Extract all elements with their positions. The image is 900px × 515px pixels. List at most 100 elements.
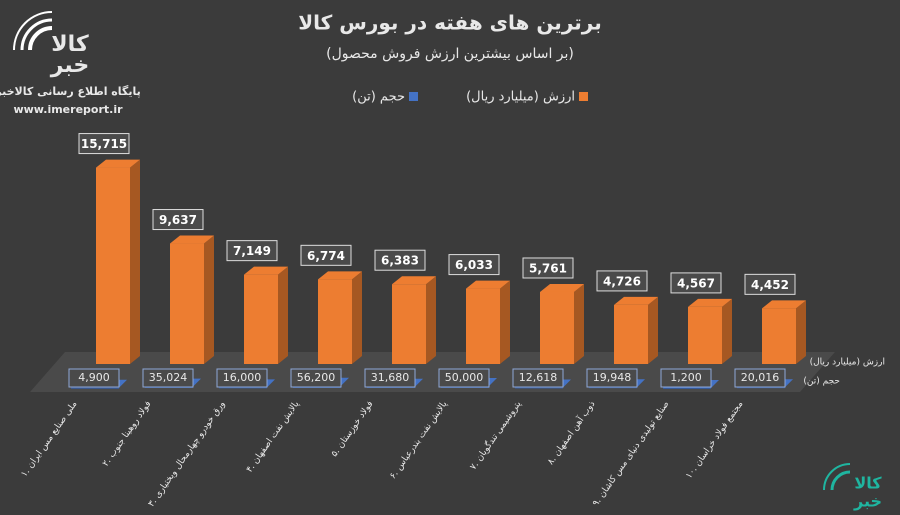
- data-label: 5,761: [529, 261, 567, 275]
- label-box: [68, 368, 120, 388]
- bar-front: [762, 308, 796, 364]
- data-label: 6,774: [307, 249, 345, 263]
- bar-front: [170, 243, 204, 364]
- bar-front: [737, 387, 785, 389]
- label-box: [152, 209, 204, 231]
- bar-top: [318, 271, 362, 280]
- data-label: 56,200: [297, 371, 336, 384]
- label-box: [596, 270, 648, 292]
- bar-side: [796, 300, 806, 364]
- bar: [688, 298, 732, 364]
- logo-url: www.imereport.ir: [13, 103, 123, 116]
- data-label: 35,024: [149, 371, 188, 384]
- x-tick-label: ۲. فولاد روهینا جنوب: [101, 399, 154, 468]
- bar-front: [318, 279, 352, 364]
- bar: [318, 271, 362, 364]
- label-box: [290, 368, 342, 388]
- bar-top: [170, 235, 214, 244]
- label-box: [438, 368, 490, 388]
- label-box: [522, 257, 574, 279]
- x-tick-label: ۶. پالایش نفت بندرعباس: [388, 399, 450, 481]
- data-label: 4,567: [677, 276, 715, 290]
- label-box: [216, 368, 268, 388]
- x-tick-label: ۷. پتروشیمی تندگویان: [467, 398, 524, 472]
- bar-top: [540, 283, 584, 292]
- legend-label: ارزش (میلیارد ریال): [466, 90, 575, 105]
- data-label: 9,637: [159, 213, 197, 227]
- logo: کالا خبر پایگاه اطلاع رسانی کالاخبر www.…: [0, 11, 141, 116]
- data-label: 15,715: [81, 137, 127, 151]
- x-tick-label: ۵. فولاد خوزستان: [330, 399, 376, 459]
- bar-front: [244, 274, 278, 364]
- legend-swatch: [579, 92, 588, 101]
- bar-front: [663, 387, 711, 389]
- bar-side: [648, 296, 658, 364]
- bar: [762, 300, 806, 364]
- bar-front: [614, 304, 648, 364]
- chart-subtitle: (بر اساس بیشترین ارزش فروش محصول): [326, 46, 574, 62]
- bar-front: [71, 387, 119, 389]
- bar: [540, 283, 584, 364]
- bar: [96, 159, 140, 364]
- bar-side: [426, 276, 436, 364]
- label-box: [586, 368, 638, 388]
- bar: [392, 276, 436, 364]
- bar-top: [244, 266, 288, 275]
- bar-front: [96, 167, 130, 364]
- legend-swatch: [409, 92, 418, 101]
- x-tick-label: ۳. ورق خودرو چهارمحال وبختیاری: [147, 399, 228, 508]
- logo-text: کالا: [51, 32, 89, 57]
- label-box: [374, 249, 426, 271]
- logo-arc: [823, 463, 851, 491]
- label-box: [660, 368, 712, 388]
- bar-top: [392, 276, 436, 285]
- chart-title: برترین های هفته در بورس کالا: [298, 11, 601, 35]
- data-label: 12,618: [519, 371, 558, 384]
- label-box: [670, 272, 722, 294]
- bar-top: [614, 296, 658, 305]
- logo-arc: [13, 11, 53, 51]
- bar-top: [466, 280, 510, 289]
- bar-top: [688, 298, 732, 307]
- logo-arc: [20, 18, 53, 51]
- bar-side: [722, 298, 732, 364]
- bar-side: [130, 159, 140, 364]
- bar-side: [204, 235, 214, 364]
- x-tick-label: ۸. ذوب آهن اصفهان: [544, 398, 597, 467]
- label-box: [448, 254, 500, 276]
- data-label: 31,680: [371, 371, 410, 384]
- label-box: [734, 368, 786, 388]
- label-box: [300, 244, 352, 266]
- logo-caption: پایگاه اطلاع رسانی کالاخبر: [0, 85, 141, 98]
- x-tick-label: ۱۰. مجتمع فولاد خراسان: [684, 399, 745, 481]
- bar-top: [96, 159, 140, 168]
- bar-front: [392, 284, 426, 364]
- bar-side: [352, 271, 362, 364]
- x-tick-label: ۹. صنایع تولیدی دنیای مس کاشان: [591, 399, 671, 508]
- x-tick-label: ۴. پالایش نفت اصفهان: [245, 399, 302, 475]
- bar-front: [589, 387, 637, 389]
- bar: [170, 235, 214, 364]
- bar: [614, 296, 658, 364]
- bar-front: [466, 288, 500, 364]
- data-label: 4,452: [751, 278, 789, 292]
- data-label: 7,149: [233, 244, 271, 258]
- data-label: 4,726: [603, 274, 641, 288]
- label-box: [78, 133, 130, 155]
- logo-text: کالا: [854, 474, 882, 493]
- data-label: 1,200: [670, 371, 702, 384]
- logo-arc: [28, 26, 53, 51]
- label-box: [512, 368, 564, 388]
- legend-label: حجم (تن): [352, 90, 405, 105]
- data-label: 6,033: [455, 258, 493, 272]
- data-label: 4,900: [78, 371, 110, 384]
- x-tick-label: ۱. ملی صنایع مس ایران: [20, 399, 80, 479]
- row-label: حجم (تن): [803, 377, 840, 387]
- bar: [466, 280, 510, 364]
- bar-front: [688, 306, 722, 364]
- bar: [244, 266, 288, 364]
- label-box: [226, 240, 278, 262]
- bar-side: [500, 280, 510, 364]
- label-box: [142, 368, 194, 388]
